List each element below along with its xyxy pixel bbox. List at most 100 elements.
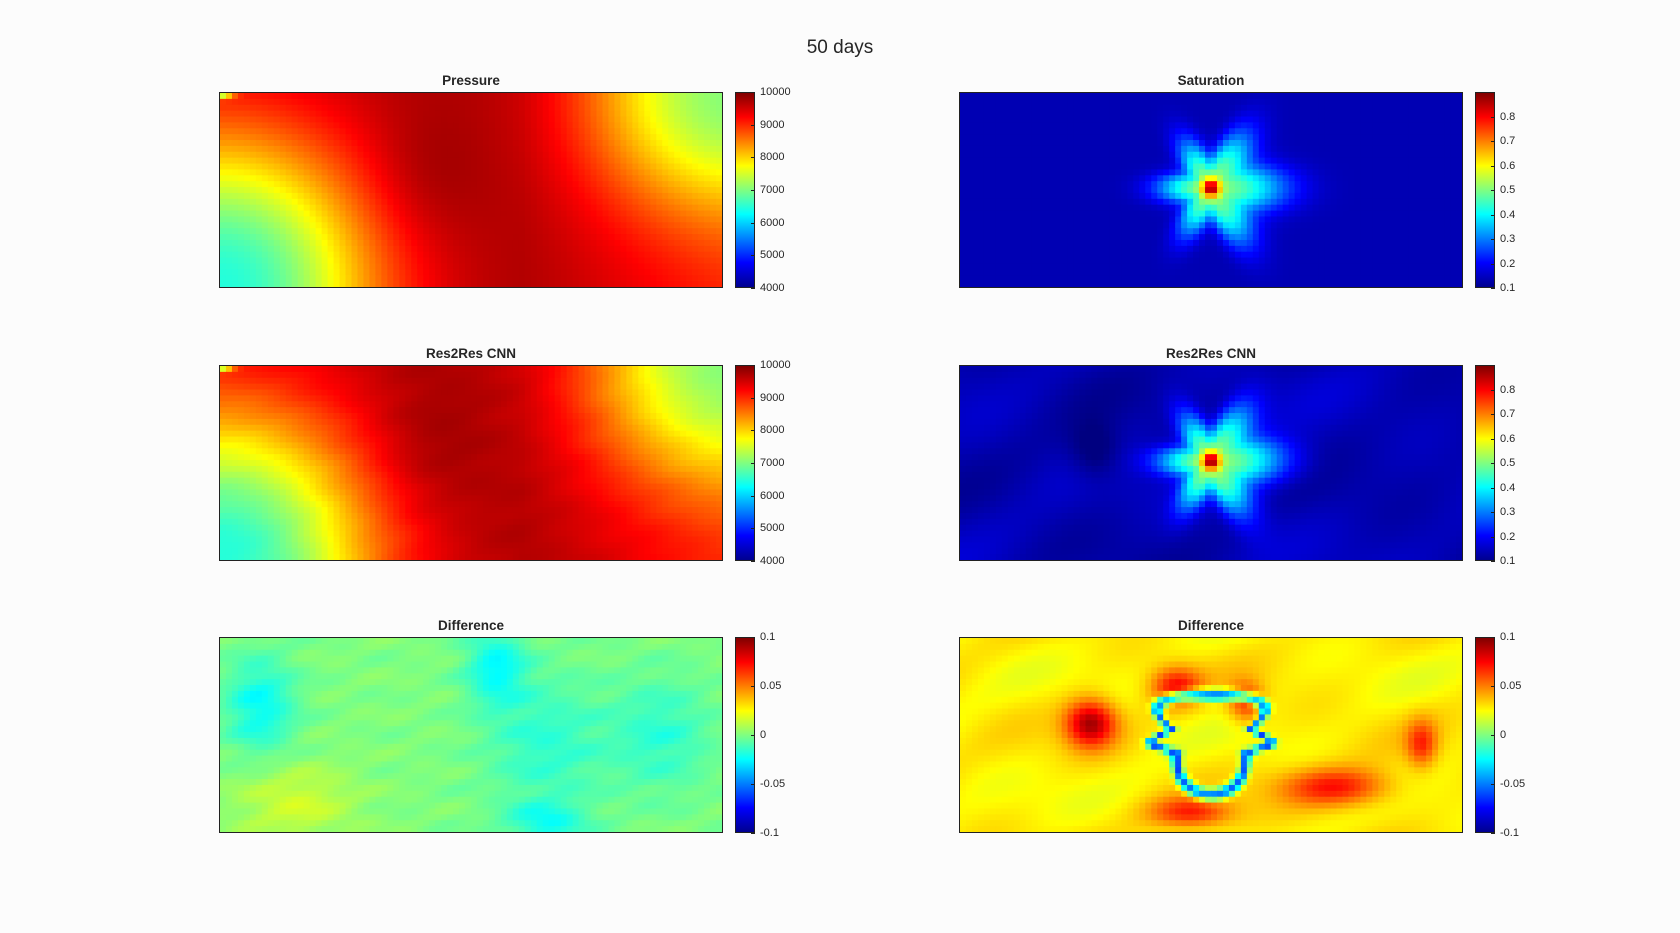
heatmap-cell — [291, 163, 299, 171]
heatmap-cell — [680, 234, 687, 241]
heatmap-cell — [369, 210, 376, 218]
heatmap-cell — [1031, 110, 1039, 118]
heatmap-cell — [1109, 151, 1116, 159]
heatmap-cell — [1426, 175, 1433, 182]
heatmap-cell — [614, 239, 622, 247]
heatmap-cell — [971, 245, 979, 253]
heatmap-cell — [686, 116, 693, 123]
heatmap-cell — [1300, 216, 1308, 223]
heatmap-cell — [1294, 169, 1302, 176]
heatmap-cell — [578, 187, 586, 194]
heatmap-cell — [1330, 181, 1338, 188]
heatmap-cell — [357, 216, 365, 223]
heatmap-cell — [1378, 175, 1385, 182]
heatmap-cell — [243, 122, 251, 129]
heatmap-cell — [692, 198, 699, 206]
heatmap-cell — [237, 257, 245, 265]
heatmap-cell — [1216, 98, 1224, 106]
heatmap-cell — [267, 187, 275, 194]
heatmap-cell — [1151, 163, 1158, 171]
heatmap-cell — [989, 104, 997, 112]
heatmap-cell — [1294, 198, 1302, 206]
heatmap-cell — [1151, 128, 1158, 135]
heatmap-cell — [225, 222, 233, 229]
heatmap-cell — [393, 204, 400, 212]
heatmap-cell — [704, 251, 711, 259]
heatmap-cell — [650, 234, 657, 241]
heatmap-cell — [1432, 104, 1439, 112]
heatmap-cell — [1175, 145, 1182, 153]
heatmap-cell — [273, 175, 281, 182]
heatmap-cell — [1444, 181, 1451, 188]
heatmap-cell — [1103, 228, 1111, 235]
heatmap-cell — [369, 239, 376, 247]
heatmap-cell — [1127, 187, 1134, 194]
heatmap-cell — [644, 204, 651, 212]
heatmap-cell — [333, 140, 341, 147]
heatmap-cell — [315, 281, 323, 287]
heatmap-cell — [237, 104, 245, 112]
heatmap-cell — [1109, 234, 1116, 241]
heatmap-cell — [315, 140, 323, 147]
heatmap-cell — [369, 104, 376, 112]
heatmap-cell — [1318, 216, 1326, 223]
heatmap-cell — [1085, 222, 1093, 229]
heatmap-cell — [1390, 104, 1397, 112]
heatmap-cell — [1133, 234, 1140, 241]
heatmap-cell — [1139, 239, 1146, 247]
heatmap-cell — [1187, 228, 1194, 235]
heatmap-cell — [584, 275, 592, 282]
heatmap-cell — [1013, 239, 1021, 247]
heatmap-cell — [1234, 163, 1242, 171]
heatmap-cell — [411, 222, 418, 229]
heatmap-cell — [1193, 222, 1200, 229]
heatmap-cell — [1031, 151, 1039, 159]
heatmap-cell — [488, 140, 496, 147]
heatmap-cell — [297, 98, 305, 106]
heatmap-cell — [339, 116, 347, 123]
heatmap-cell — [1330, 198, 1338, 206]
heatmap-cell — [405, 204, 412, 212]
heatmap-cell — [279, 157, 287, 165]
heatmap-cell — [680, 116, 687, 123]
heatmap-cell — [590, 104, 598, 112]
heatmap-cell — [243, 263, 251, 270]
heatmap-cell — [1330, 192, 1338, 200]
heatmap-cell — [423, 116, 430, 123]
heatmap-cell — [548, 263, 556, 270]
heatmap-cell — [1031, 228, 1039, 235]
heatmap-cell — [1222, 228, 1230, 235]
heatmap-cell — [518, 98, 526, 106]
heatmap-cell — [578, 216, 586, 223]
heatmap-cell — [423, 151, 430, 159]
heatmap-cell — [369, 234, 376, 241]
heatmap-cell — [716, 122, 722, 129]
heatmap-cell — [1187, 151, 1194, 159]
heatmap-cell — [1199, 198, 1206, 206]
heatmap-cell — [237, 198, 245, 206]
heatmap-cell — [1282, 175, 1290, 182]
heatmap-cell — [662, 228, 669, 235]
heatmap-cell — [650, 222, 657, 229]
heatmap-cell — [231, 187, 239, 194]
heatmap-cell — [524, 134, 532, 141]
heatmap-cell — [423, 181, 430, 188]
heatmap-cell — [971, 163, 979, 171]
heatmap-cell — [989, 187, 997, 194]
heatmap-cell — [560, 116, 568, 123]
heatmap-cell — [1444, 163, 1451, 171]
heatmap-cell — [327, 222, 335, 229]
heatmap-cell — [321, 128, 329, 135]
heatmap-cell — [971, 234, 979, 241]
heatmap-cell — [1378, 145, 1385, 153]
heatmap-cell — [465, 275, 472, 282]
heatmap-cell — [1025, 134, 1033, 141]
heatmap-cell — [327, 98, 335, 106]
heatmap-cell — [626, 163, 633, 171]
heatmap-cell — [518, 239, 526, 247]
heatmap-cell — [255, 269, 263, 276]
heatmap-cell — [983, 234, 991, 241]
heatmap-cell — [1133, 163, 1140, 171]
heatmap-cell — [1300, 175, 1308, 182]
heatmap-cell — [632, 204, 639, 212]
